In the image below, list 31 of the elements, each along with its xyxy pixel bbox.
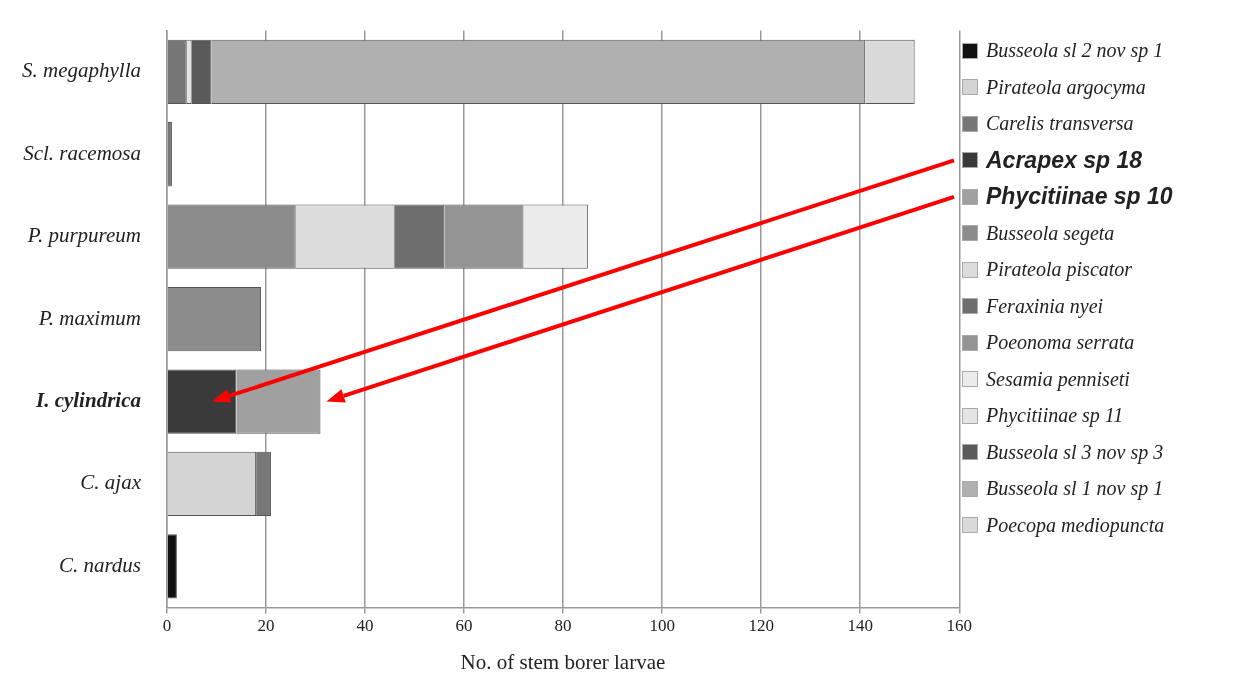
legend-label: Phycitiinae sp 11 bbox=[986, 404, 1124, 428]
x-tick-label: 100 bbox=[649, 616, 675, 636]
x-tick-label: 140 bbox=[847, 616, 873, 636]
legend-label: Busseola sl 1 nov sp 1 bbox=[986, 477, 1164, 501]
legend-label: Busseola segeta bbox=[986, 221, 1115, 245]
x-tick-label: 40 bbox=[356, 616, 374, 636]
y-tick-label: S. megaphylla bbox=[21, 58, 141, 83]
legend-label: Carelis transversa bbox=[986, 112, 1134, 136]
y-tick-label: C. nardus bbox=[58, 552, 141, 577]
legend-label: Poeonoma serrata bbox=[986, 331, 1135, 355]
legend-label: Busseola sl 3 nov sp 3 bbox=[986, 440, 1164, 464]
legend-label: Feraxinia nyei bbox=[986, 294, 1104, 318]
legend-label: Pirateola argocyma bbox=[986, 75, 1146, 99]
x-tick-label: 120 bbox=[748, 616, 774, 636]
y-tick-label: I. cylindrica bbox=[34, 387, 141, 412]
legend-label: Sesamia penniseti bbox=[986, 367, 1130, 391]
y-tick-label: Scl. racemosa bbox=[23, 140, 141, 165]
legend-label: Busseola sl 2 nov sp 1 bbox=[986, 39, 1164, 63]
x-tick-label: 160 bbox=[946, 616, 972, 636]
x-tick-label: 60 bbox=[455, 616, 473, 636]
x-tick-label: 80 bbox=[554, 616, 572, 636]
legend-label: Poecopa mediopuncta bbox=[986, 513, 1165, 537]
x-tick-label: 0 bbox=[162, 616, 172, 636]
y-tick-label: P. purpureum bbox=[26, 223, 141, 248]
legend-label: Acrapex sp 18 bbox=[986, 146, 1142, 174]
y-tick-label: P. maximum bbox=[37, 305, 141, 330]
legend-label: Phycitiinae sp 10 bbox=[986, 183, 1173, 211]
legend-label: Pirateola piscator bbox=[986, 258, 1133, 282]
x-tick-label: 20 bbox=[257, 616, 275, 636]
y-tick-label: C. ajax bbox=[80, 470, 142, 495]
x-axis-title: No. of stem borer larvae bbox=[460, 650, 666, 675]
